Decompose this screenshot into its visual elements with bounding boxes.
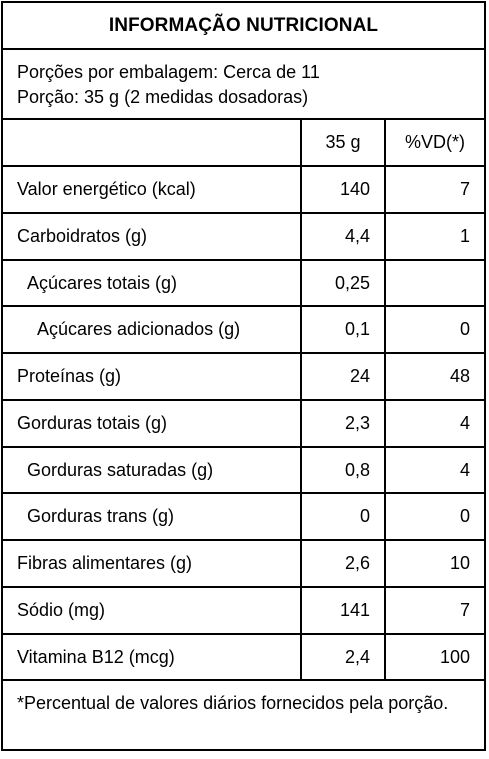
header-vd-cell: %VD(*): [384, 120, 484, 165]
nutrient-vd: 0: [384, 307, 484, 352]
nutrient-name: Carboidratos (g): [17, 226, 148, 246]
nutrient-name: Sódio (mg): [17, 600, 106, 620]
nutrient-name: Açúcares adicionados (g): [37, 319, 241, 339]
nutrient-vd: 0: [384, 494, 484, 539]
nutrient-vd: 48: [384, 354, 484, 399]
label-title: INFORMAÇÃO NUTRICIONAL: [3, 3, 484, 50]
nutrient-vd: 10: [384, 541, 484, 586]
nutrient-qty: 0,8: [300, 448, 384, 492]
nutrient-qty: 2,4: [300, 635, 384, 679]
nutrient-qty: 4,4: [300, 214, 384, 259]
table-row: Açúcares adicionados (g) 0,1 0: [3, 307, 484, 354]
nutrient-name: Gorduras totais (g): [17, 413, 168, 433]
nutrient-vd: 7: [384, 588, 484, 633]
nutrient-name: Proteínas (g): [17, 366, 122, 386]
table-row: Gorduras totais (g) 2,3 4: [3, 401, 484, 448]
table-row: Fibras alimentares (g) 2,6 10: [3, 541, 484, 588]
header-qty-cell: 35 g: [300, 120, 384, 165]
table-row: Valor energético (kcal) 140 7: [3, 167, 484, 214]
nutrient-qty: 24: [300, 354, 384, 399]
table-row: Sódio (mg) 141 7: [3, 588, 484, 635]
nutrient-qty: 0,1: [300, 307, 384, 352]
nutrient-name: Valor energético (kcal): [17, 179, 196, 199]
nutrient-name: Fibras alimentares (g): [17, 553, 193, 573]
nutrient-vd: 4: [384, 448, 484, 492]
nutrient-name: Gorduras trans (g): [27, 506, 175, 526]
header-name-cell: [3, 120, 300, 165]
nutrient-vd: 7: [384, 167, 484, 212]
nutrient-qty: 0: [300, 494, 384, 539]
nutrient-qty: 2,3: [300, 401, 384, 446]
nutrient-qty: 141: [300, 588, 384, 633]
table-row: Açúcares totais (g) 0,25: [3, 261, 484, 307]
nutrient-vd: 1: [384, 214, 484, 259]
servings-info: Porções por embalagem: Cerca de 11 Porçã…: [3, 50, 484, 120]
table-row: Carboidratos (g) 4,4 1: [3, 214, 484, 261]
table-row: Proteínas (g) 24 48: [3, 354, 484, 401]
nutrient-qty: 140: [300, 167, 384, 212]
nutrient-name: Açúcares totais (g): [27, 272, 178, 293]
nutrient-vd: [384, 261, 484, 305]
nutrient-name: Vitamina B12 (mcg): [17, 646, 175, 667]
table-row: Vitamina B12 (mcg) 2,4 100: [3, 635, 484, 681]
nutrient-name: Gorduras saturadas (g): [27, 459, 214, 480]
nutrient-qty: 0,25: [300, 261, 384, 305]
footnote: *Percentual de valores diários fornecido…: [17, 693, 449, 713]
nutrient-qty: 2,6: [300, 541, 384, 586]
portion-size: Porção: 35 g (2 medidas dosadoras): [17, 87, 309, 107]
table-row: Gorduras trans (g) 0 0: [3, 494, 484, 541]
servings-per-package: Porções por embalagem: Cerca de 11: [17, 62, 320, 82]
table-row: Gorduras saturadas (g) 0,8 4: [3, 448, 484, 494]
nutrient-vd: 4: [384, 401, 484, 446]
nutrient-vd: 100: [384, 635, 484, 679]
table-header-row: 35 g %VD(*): [3, 120, 484, 167]
